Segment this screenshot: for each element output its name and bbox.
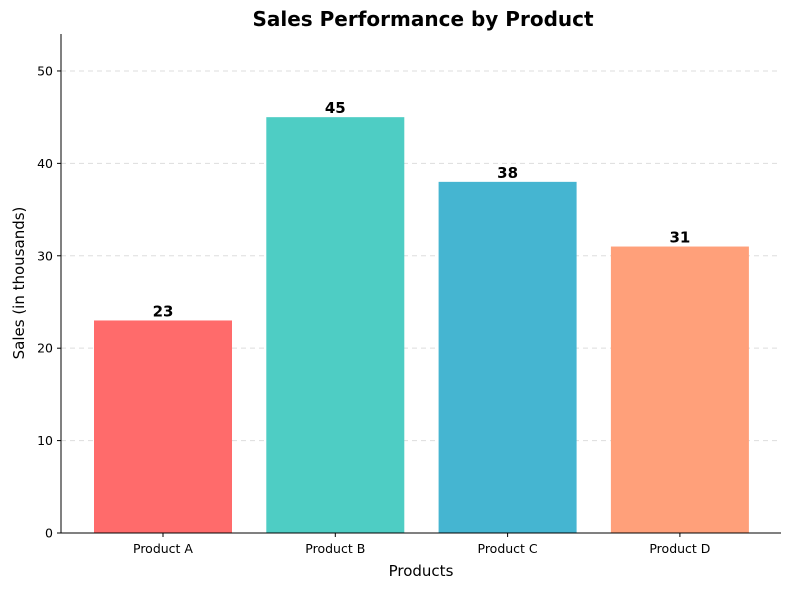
bar-product-d [610,246,749,533]
bar-product-b [266,117,405,534]
bar-product-a [94,320,232,533]
x-tick-label: Product D [649,541,710,556]
x-tick-label: Product B [305,541,365,556]
x-ticks: Product A Product B Product C Product D [133,533,710,556]
y-axis-label: Sales (in thousands) [10,207,28,360]
data-label: 23 [153,302,174,320]
y-tick-label: 20 [37,341,53,356]
y-tick-label: 50 [37,63,53,78]
data-label: 45 [325,99,346,117]
y-tick-label: 30 [37,248,53,263]
y-tick-label: 40 [37,156,53,171]
axes [60,34,781,534]
x-axis-label: Products [389,562,454,580]
y-ticks: 0 10 20 30 40 50 [37,63,61,541]
data-label: 31 [669,229,690,247]
bars [94,117,749,534]
y-tick-label: 10 [37,433,53,448]
chart-title: Sales Performance by Product [252,7,594,31]
x-tick-label: Product C [478,541,538,556]
x-tick-label: Product A [133,541,193,556]
y-tick-label: 0 [45,526,53,541]
data-labels: 23 45 38 31 [153,99,691,320]
bar-product-c [438,181,577,533]
data-label: 38 [497,164,518,182]
